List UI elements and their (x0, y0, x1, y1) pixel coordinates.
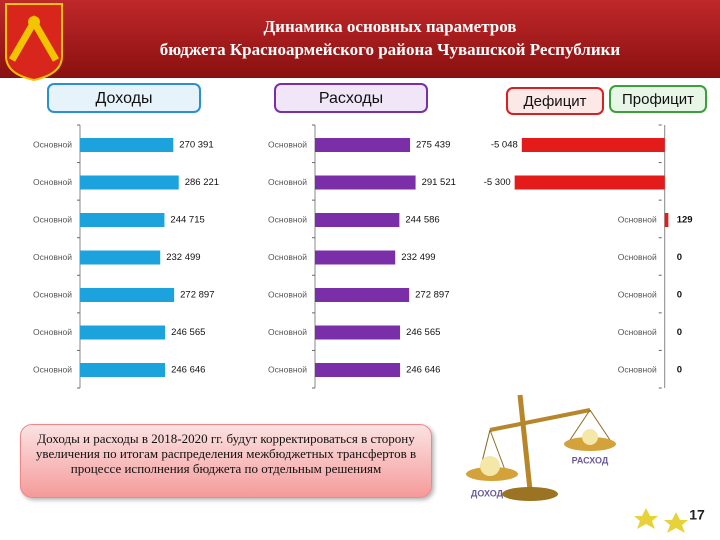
value-label: 246 565 (406, 327, 440, 338)
legend-button (47, 83, 201, 113)
bar (315, 175, 416, 190)
category-label: Основной (33, 289, 72, 299)
title-line: Динамика основных параметров (263, 17, 516, 36)
value-label: 0 (677, 290, 682, 301)
bar (80, 213, 165, 227)
value-label: 129 (677, 215, 693, 226)
illustration-label: ДОХОД (471, 488, 504, 498)
category-label: Основной (268, 289, 307, 299)
category-label: Основной (618, 214, 657, 224)
value-label: 272 897 (415, 290, 449, 301)
bar (664, 213, 669, 227)
bar (80, 250, 161, 265)
bar (315, 363, 401, 377)
coat-of-arms (5, 3, 63, 82)
category-label: Основной (618, 252, 657, 262)
category-label: Основной (268, 139, 307, 149)
bar (80, 288, 175, 302)
value-label: 0 (677, 327, 682, 338)
value-label: 291 521 (422, 177, 456, 188)
bar (80, 138, 174, 152)
value-label: 244 715 (170, 215, 204, 226)
value-label: 275 439 (416, 140, 450, 151)
legend-label: Доходы (96, 90, 153, 107)
note: Доходы и расходы в 2018-2020 гг. будут к… (20, 424, 432, 498)
value-label: 232 499 (401, 252, 435, 263)
category-label: Основной (268, 177, 307, 187)
category-label: Основной (33, 214, 72, 224)
bar (80, 175, 179, 190)
legend-button (274, 83, 428, 113)
header-band (0, 0, 720, 78)
bar (315, 288, 410, 302)
value-label: 0 (677, 252, 682, 263)
value-label: 232 499 (166, 252, 200, 263)
bar (315, 138, 411, 152)
value-label: 246 646 (171, 365, 205, 376)
decor-stars (634, 508, 688, 533)
category-label: Основной (618, 289, 657, 299)
value-label: -5 300 (484, 177, 511, 188)
category-label: Основной (33, 327, 72, 337)
page-number: 17 (689, 507, 705, 523)
category-label: Основной (268, 327, 307, 337)
category-label: Основной (33, 252, 72, 262)
scales-illustration (466, 394, 616, 501)
legend-label: Профицит (622, 91, 694, 108)
value-label: 272 897 (180, 290, 214, 301)
category-label: Основной (618, 364, 657, 374)
category-label: Основной (268, 364, 307, 374)
category-label: Основной (268, 214, 307, 224)
value-label: 246 565 (171, 327, 205, 338)
bar (514, 175, 665, 190)
value-label: 286 221 (185, 177, 219, 188)
bar (315, 325, 401, 340)
bar (315, 250, 396, 265)
bar (521, 138, 665, 152)
category-label: Основной (618, 327, 657, 337)
value-label: 244 586 (405, 215, 439, 226)
legend-button (609, 85, 707, 113)
category-label: Основной (268, 252, 307, 262)
bar (315, 213, 400, 227)
value-label: -5 048 (491, 140, 518, 151)
category-label: Основной (33, 364, 72, 374)
legend-label: Дефицит (523, 93, 586, 110)
category-label: Основной (33, 139, 72, 149)
legend-button (506, 87, 604, 115)
bar (80, 325, 166, 340)
illustration-label: РАСХОД (572, 455, 609, 465)
value-label: 270 391 (179, 140, 213, 151)
title-line: бюджета Красноармейского района Чувашско… (160, 40, 621, 59)
category-label: Основной (33, 177, 72, 187)
value-label: 0 (677, 365, 682, 376)
bar (80, 363, 166, 377)
value-label: 246 646 (406, 365, 440, 376)
legend-label: Расходы (319, 90, 383, 107)
